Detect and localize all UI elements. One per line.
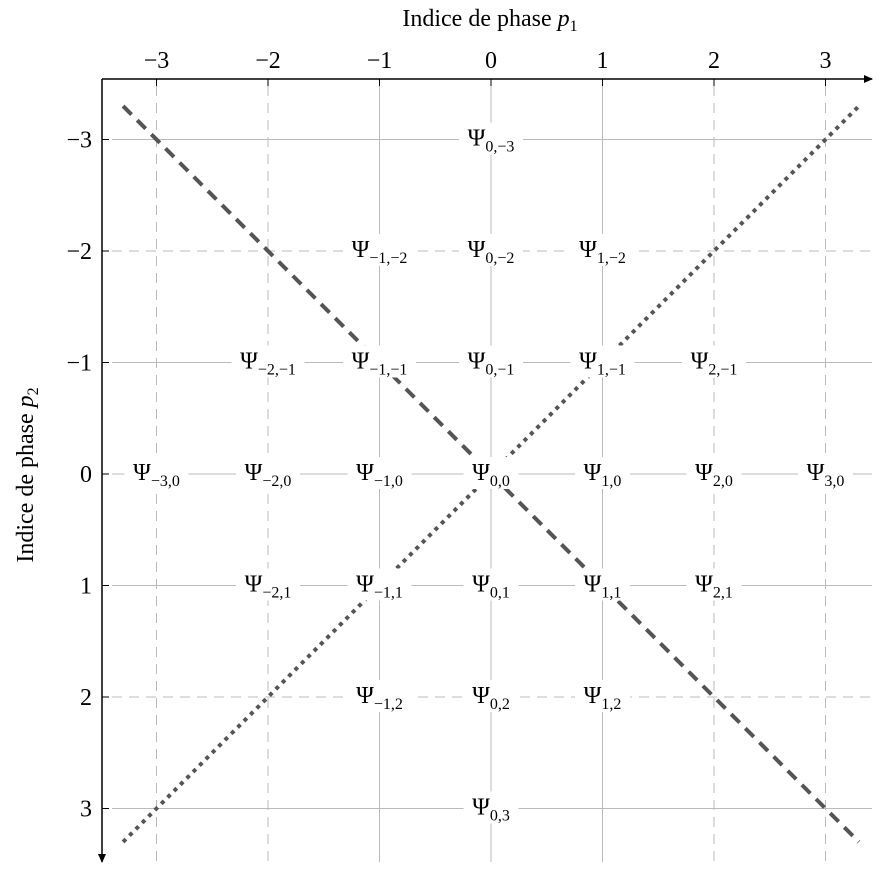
psi-node: Ψ−2,−1 [231,345,305,379]
psi-node: Ψ−2,0 [236,457,300,490]
psi-node-background [343,345,416,378]
y-tick-label: 0 [80,462,92,488]
psi-node-background [231,345,305,378]
psi-node-label: Ψ1,−1 [579,349,626,379]
psi-node-label: Ψ0,−3 [468,126,515,156]
psi-node-label: Ψ1,−2 [579,237,626,267]
psi-node-background [347,457,412,489]
psi-node: Ψ0,−2 [459,234,523,267]
psi-node: Ψ−1,−2 [343,234,416,267]
psi-node-background [463,791,519,824]
psi-node-background [459,122,523,155]
psi-node-background [124,457,189,489]
psi-node-label: Ψ2,−1 [691,349,738,379]
psi-node: Ψ−3,0 [124,457,189,490]
psi-node-label: Ψ0,−1 [468,349,515,379]
diagonal-dotted-line [121,104,861,844]
psi-node-label: Ψ1,0 [584,460,622,490]
psi-nodes: Ψ0,−3 Ψ−1,−2 Ψ0,−2 Ψ1,−2 Ψ−2,−1 Ψ−1,−1 Ψ0,−1 Ψ1… [124,122,853,825]
y-tick-label: −2 [66,239,92,265]
psi-node: Ψ2,1 [686,568,742,602]
psi-node-background [575,457,630,489]
psi-node-label: Ψ0,−2 [468,237,515,267]
psi-node-background [463,568,519,601]
psi-node: Ψ1,−2 [570,234,635,267]
y-tick-label: 1 [80,574,92,600]
psi-node-label: Ψ−2,0 [245,460,292,490]
psi-node: Ψ0,−3 [459,122,523,156]
psi-node-label: Ψ−1,−1 [352,349,408,379]
x-tick-label: 0 [485,48,497,74]
psi-node: Ψ2,−1 [682,345,746,379]
psi-node-background [575,680,630,712]
psi-node-background [236,457,300,489]
psi-node-label: Ψ−1,1 [356,572,403,602]
psi-node-label: Ψ−1,−2 [352,237,408,267]
y-tick-label: −1 [66,351,92,377]
x-tick-label: 3 [820,48,832,74]
psi-node: Ψ−1,2 [347,680,412,713]
x-tick-label: −1 [367,48,393,74]
psi-node-background [575,568,630,601]
psi-node-background [682,345,746,378]
psi-node-background [686,568,742,601]
psi-node-label: Ψ−1,2 [356,683,403,713]
psi-node: Ψ−2,1 [236,568,300,602]
x-tick-label: 1 [597,48,609,74]
psi-node: Ψ0,−1 [459,345,523,379]
psi-node: Ψ−1,0 [347,457,412,490]
x-tick-label: 2 [708,48,720,74]
psi-node-label: Ψ1,2 [584,683,622,713]
y-tick-label: 3 [80,797,92,823]
psi-node-background [798,457,853,489]
psi-node: Ψ3,0 [798,457,853,490]
psi-node: Ψ0,3 [463,791,519,825]
psi-node-label: Ψ3,0 [807,460,845,490]
psi-node-label: Ψ0,0 [472,460,510,490]
psi-node-background [347,680,412,712]
psi-node: Ψ1,−1 [570,345,635,379]
psi-node-label: Ψ2,1 [695,572,733,602]
psi-node-label: Ψ1,1 [584,572,622,602]
psi-node-label: Ψ−2,1 [245,572,292,602]
x-axis-title: Indice de phase p1 [402,6,577,35]
y-tick-label: −3 [66,128,92,154]
psi-node-label: Ψ0,1 [472,572,510,602]
y-tick-label: 2 [80,685,92,711]
psi-node: Ψ1,0 [575,457,630,490]
psi-node-background [570,234,635,266]
psi-node: Ψ0,0 [463,457,519,490]
psi-node-background [459,345,523,378]
psi-node: Ψ0,2 [463,680,519,713]
psi-node-background [236,568,300,601]
psi-node-label: Ψ2,0 [695,460,733,490]
psi-node-background [347,568,412,601]
psi-node-background [686,457,742,489]
psi-node: Ψ1,1 [575,568,630,602]
psi-node-label: Ψ−1,0 [356,460,403,490]
x-tick-label: −3 [144,48,170,74]
psi-node-label: Ψ−2,−1 [240,349,296,379]
x-tick-label: −2 [255,48,281,74]
psi-node-label: Ψ0,3 [472,795,510,825]
psi-node-background [570,345,635,378]
psi-node-background [463,680,519,712]
psi-node-label: Ψ−3,0 [133,460,180,490]
psi-node-label: Ψ0,2 [472,683,510,713]
psi-node: Ψ−1,−1 [343,345,416,379]
psi-node-background [343,234,416,266]
psi-node: Ψ1,2 [575,680,630,713]
psi-node-background [459,234,523,266]
axis-ticks: −3 −3 −2 −2 −1 −1 0 0 1 1 2 2 3 3 [66,48,831,823]
psi-node-background [463,457,519,489]
y-axis-title: Indice de phase p2 [13,387,42,562]
psi-node: Ψ0,1 [463,568,519,602]
psi-node: Ψ2,0 [686,457,742,490]
psi-node: Ψ−1,1 [347,568,412,602]
